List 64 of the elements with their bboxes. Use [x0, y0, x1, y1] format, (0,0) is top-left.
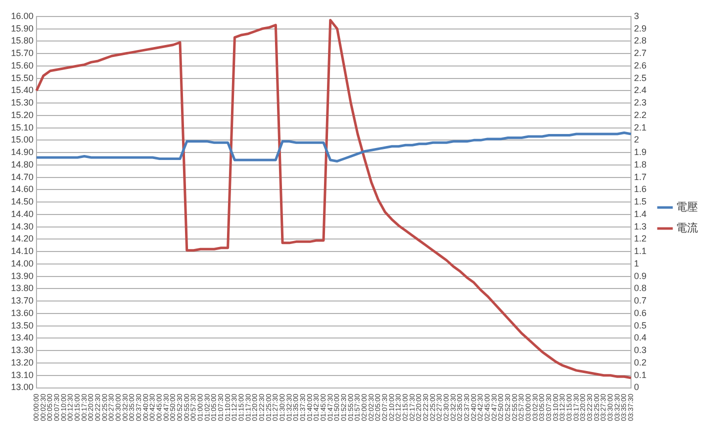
y-tick-label: 13.70: [10, 296, 34, 306]
y2-tick-label: 1.2: [634, 234, 647, 244]
y2-tick-label: 2.2: [634, 110, 647, 120]
y2-tick-label: 1.1: [634, 246, 647, 256]
y-tick-label: 15.30: [10, 98, 34, 108]
y2-tick-label: 1.6: [634, 184, 647, 194]
y2-tick-label: 2.6: [634, 60, 647, 70]
y-tick-label: 14.90: [10, 147, 34, 158]
y-tick-label: 15.10: [10, 122, 34, 132]
y2-tick-label: 2.8: [634, 36, 647, 46]
y2-tick-label: 1.9: [634, 147, 647, 158]
y2-tick-label: 2.3: [634, 98, 647, 108]
y2-tick-label: 0.8: [634, 283, 647, 294]
y2-tick-label: 0.3: [634, 345, 647, 356]
y2-tick-label: 0.6: [634, 308, 647, 318]
y-tick-label: 14.80: [10, 159, 34, 170]
y-tick-label: 16.00: [10, 10, 34, 21]
y-tick-label: 14.00: [10, 258, 34, 268]
y2-tick-label: 1.3: [634, 221, 647, 232]
y-tick-label: 15.60: [10, 60, 34, 70]
y2-tick-label: 2: [634, 134, 640, 145]
y-tick-label: 14.10: [10, 246, 34, 256]
y-tick-label: 13.90: [10, 270, 34, 281]
y2-tick-label: 1.4: [634, 208, 647, 219]
y-tick-label: 13.20: [10, 357, 34, 368]
y-tick-label: 13.60: [10, 308, 34, 318]
y-tick-label: 14.20: [10, 234, 34, 244]
y-tick-label: 15.80: [10, 36, 34, 46]
y-tick-label: 14.40: [10, 208, 34, 219]
y2-tick-label: 0: [634, 382, 640, 392]
y2-tick-label: 1.5: [634, 196, 647, 207]
y2-tick-label: 0.7: [634, 296, 647, 306]
y-tick-label: 15.50: [10, 72, 34, 83]
y2-tick-label: 0.5: [634, 320, 647, 330]
y-tick-label: 13.30: [10, 345, 34, 356]
y-tick-label: 13.80: [10, 283, 34, 294]
y-tick-label: 13.10: [10, 370, 34, 380]
y-tick-label: 15.20: [10, 110, 34, 120]
y2-tick-label: 2.4: [634, 85, 647, 96]
y2-tick-label: 1: [634, 258, 640, 268]
y2-tick-label: 1.7: [634, 172, 647, 182]
y2-tick-label: 3: [634, 10, 640, 21]
y-tick-label: 14.60: [10, 184, 34, 194]
y-tick-label: 15.70: [10, 48, 34, 58]
y2-tick-label: 2.9: [634, 23, 647, 34]
y-tick-label: 13.00: [10, 382, 34, 392]
y2-tick-label: 2.7: [634, 48, 647, 58]
y2-tick-label: 2.1: [634, 122, 647, 132]
y2-tick-label: 0.1: [634, 370, 647, 380]
y-tick-label: 15.00: [10, 134, 34, 145]
y2-tick-label: 0.9: [634, 270, 647, 281]
y-tick-label: 14.30: [10, 221, 34, 232]
y-tick-label: 14.70: [10, 172, 34, 182]
y-tick-label: 15.90: [10, 23, 34, 34]
y2-tick-label: 0.4: [634, 332, 647, 343]
y-tick-label: 13.50: [10, 320, 34, 330]
legend-label: 電流: [676, 221, 698, 234]
y-tick-label: 14.50: [10, 196, 34, 207]
y2-tick-label: 0.2: [634, 357, 647, 368]
y-tick-label: 13.40: [10, 332, 34, 343]
y2-tick-label: 1.8: [634, 159, 647, 170]
y-tick-label: 15.40: [10, 85, 34, 96]
legend-label: 電壓: [676, 200, 698, 214]
y2-tick-label: 2.5: [634, 72, 647, 83]
